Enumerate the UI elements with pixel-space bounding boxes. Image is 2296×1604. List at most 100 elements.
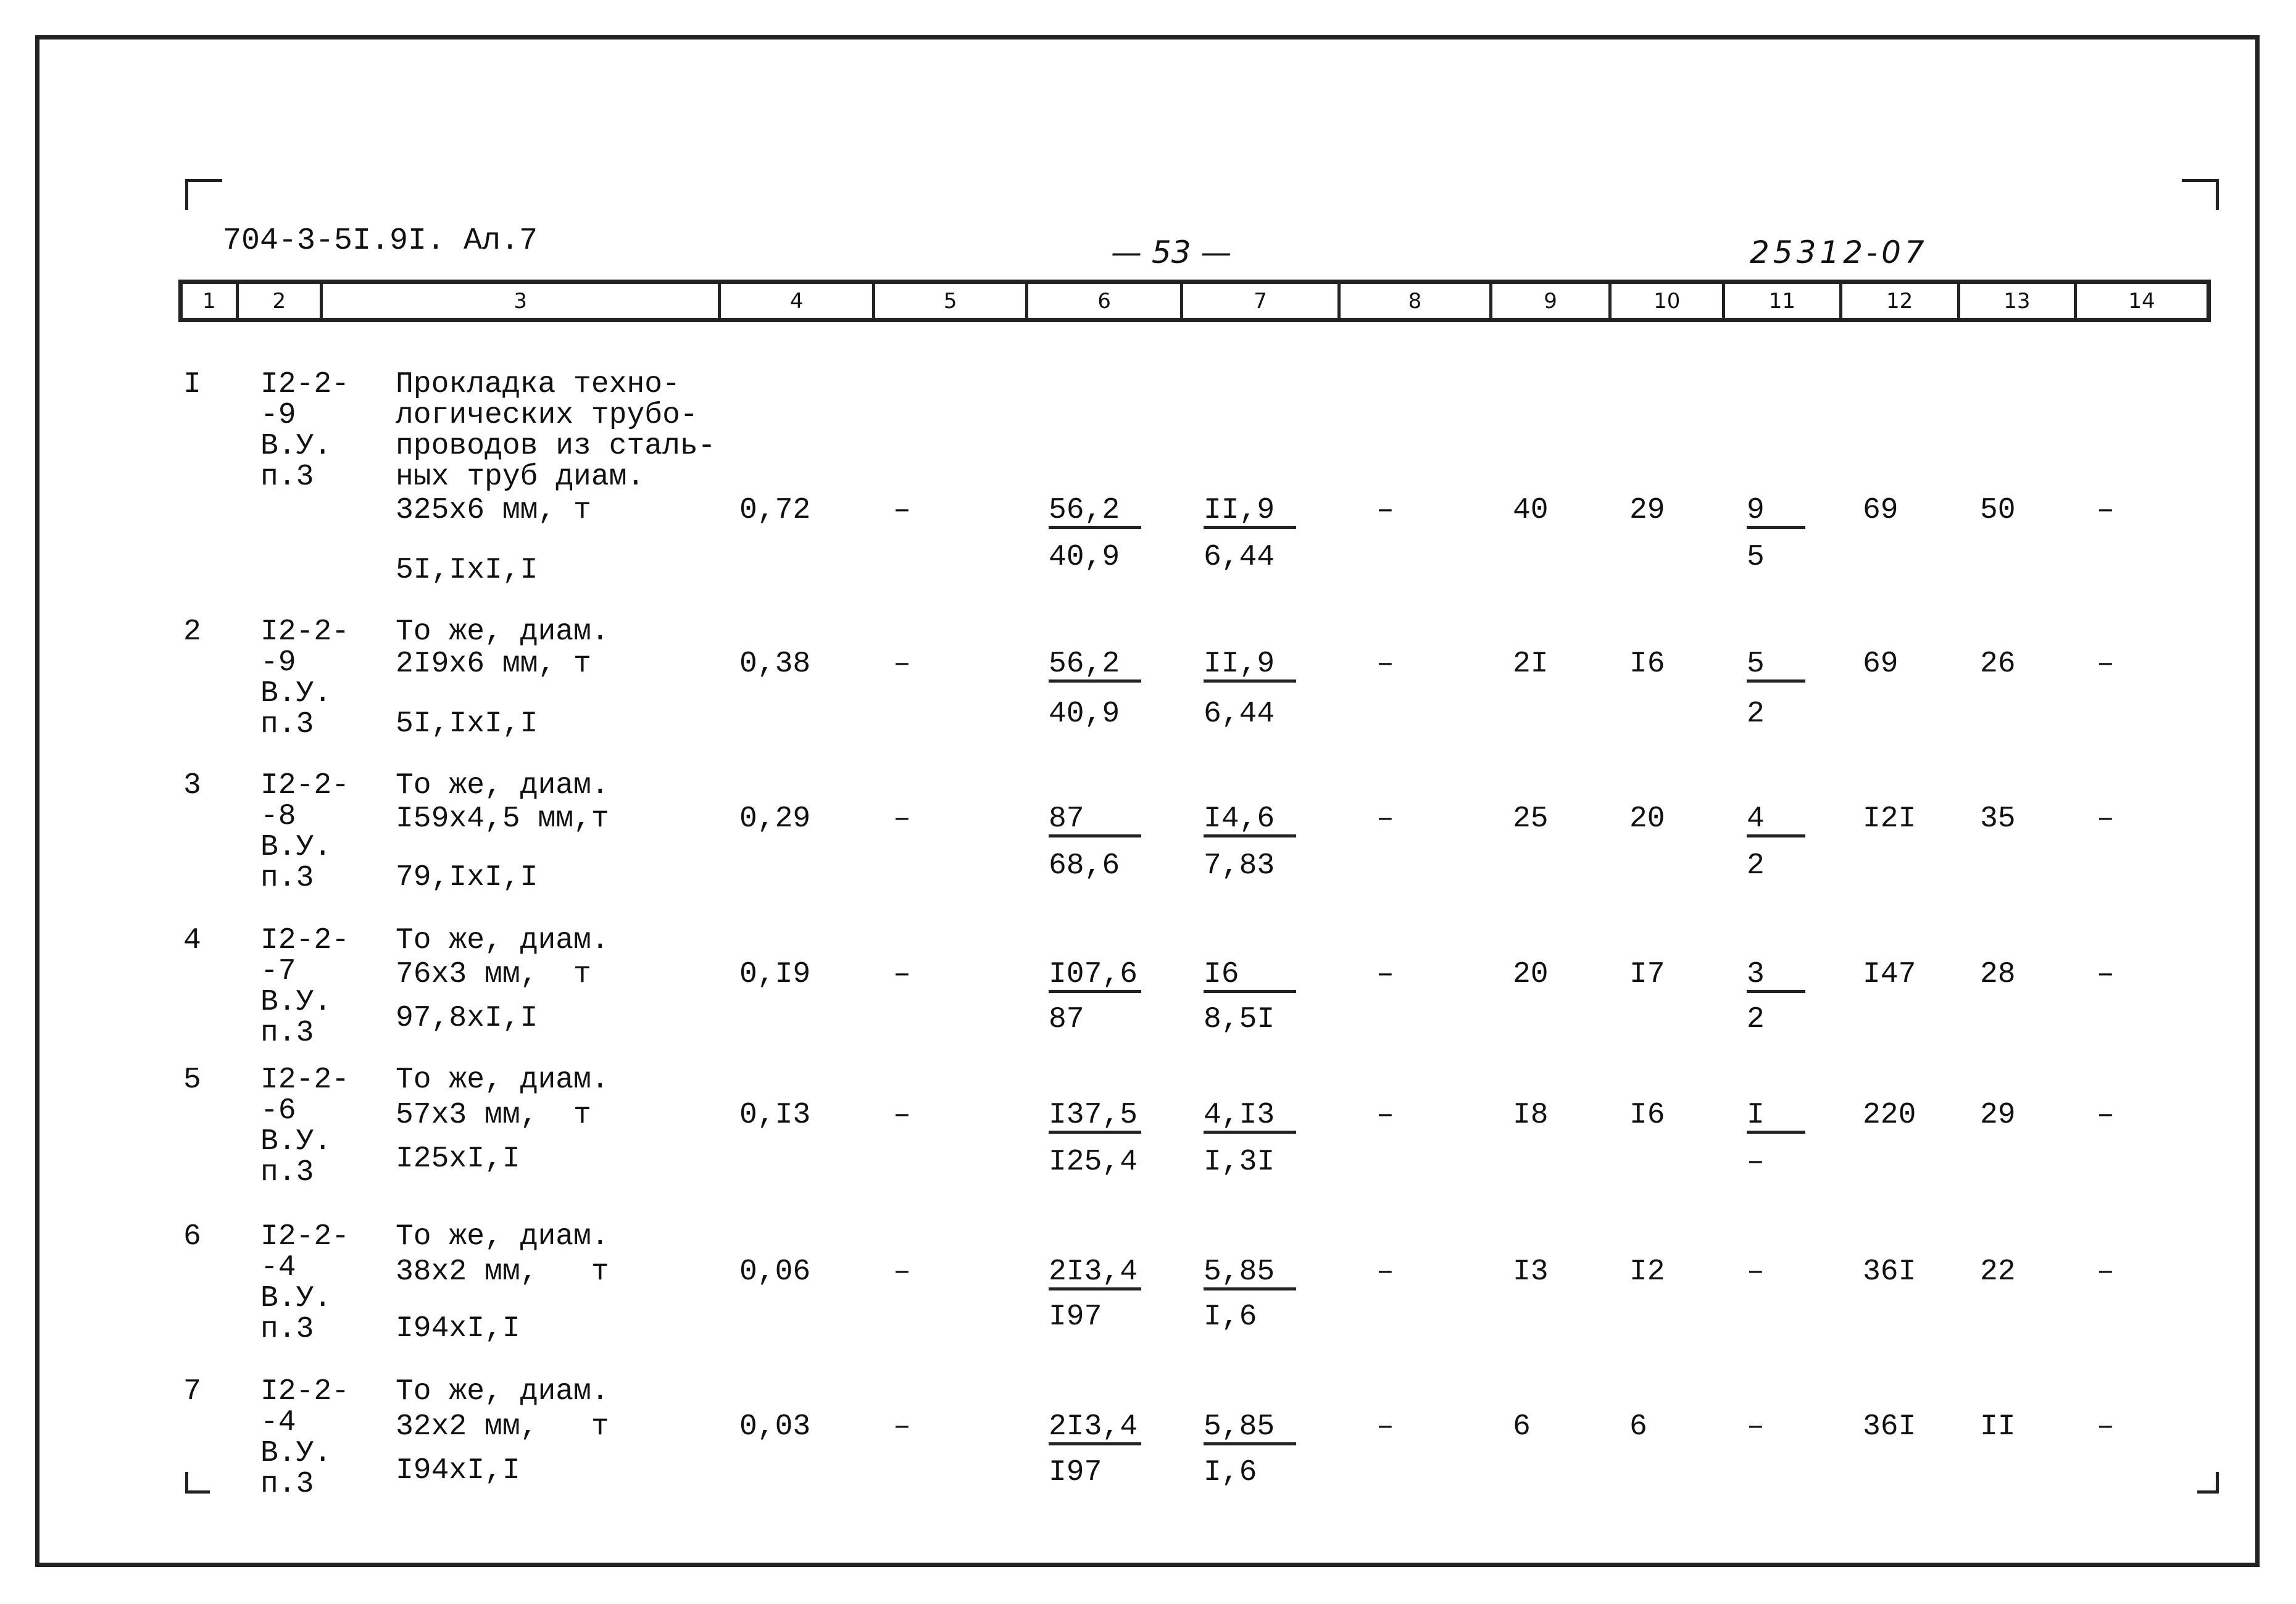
col6-bottom: I97 — [1049, 1456, 1102, 1489]
corner-mark-bottom-right — [2197, 1472, 2219, 1494]
col4-value: 0,29 — [739, 802, 811, 836]
description-line-cell: 38x2 мм, т — [396, 1257, 609, 1287]
description-line: То же, диам. — [396, 1375, 609, 1408]
col8-value-cell: – — [1376, 649, 1394, 679]
col5-value: – — [893, 647, 911, 681]
col12-value-cell: 220 — [1863, 1100, 1916, 1131]
col7-bottom: 6,44 — [1204, 697, 1275, 731]
col7-top: 4,I3 — [1204, 1100, 1296, 1134]
col4-value-cell: 0,06 — [739, 1257, 810, 1287]
page-border — [35, 35, 2260, 1567]
description-line: проводов из сталь- — [396, 430, 716, 463]
row-number: 4 — [183, 924, 201, 957]
col7-bottom-cell: I,3I — [1204, 1147, 1275, 1178]
description-line-cell: 2I9x6 мм, т — [396, 649, 591, 679]
row-number-cell: 2 — [183, 617, 201, 647]
description-line-cell: 325x6 мм, т — [396, 495, 591, 526]
col5-value: – — [893, 802, 911, 836]
col13-value: 35 — [1980, 802, 2016, 836]
col9-value: I8 — [1513, 1099, 1549, 1132]
col7-top: I4,6 — [1204, 804, 1296, 837]
col13-value-cell: 28 — [1980, 959, 2016, 990]
row-number-cell: 3 — [183, 770, 201, 801]
col6-top-cell: 56,2 — [1049, 649, 1141, 683]
col9-value-cell: I8 — [1513, 1100, 1549, 1131]
column-number-13: 13 — [1960, 284, 2077, 318]
col11-top-cell: 4 — [1747, 804, 1805, 837]
norm-code-line-cell: -9 — [260, 647, 296, 678]
col8-value: – — [1376, 802, 1394, 836]
corner-mark-top-right — [2182, 179, 2219, 210]
document-code: 704-3-5I.9I. Ал.7 — [223, 223, 538, 259]
norm-code-line-cell: I2-2- — [260, 617, 349, 647]
col7-bottom-cell: I,6 — [1204, 1302, 1257, 1332]
col7-top-cell: I6 — [1204, 959, 1296, 993]
col11-value-cell: – — [1747, 1411, 1765, 1442]
col6-bottom: 87 — [1049, 1003, 1084, 1036]
norm-code-line: В.У. — [260, 677, 332, 710]
norm-code-line: I2-2- — [260, 924, 350, 957]
col13-value: 50 — [1980, 494, 2016, 527]
norm-code-line: п.3 — [260, 1016, 314, 1050]
norm-code-line: -9 — [260, 399, 296, 432]
col6-bottom-cell: I97 — [1049, 1457, 1102, 1488]
col11-top: I — [1747, 1100, 1805, 1134]
norm-code-line-cell: -7 — [260, 956, 296, 987]
col4-value-cell: 0,I3 — [739, 1100, 810, 1131]
column-number-9: 9 — [1492, 284, 1612, 318]
col14-value-cell: – — [2097, 1257, 2115, 1287]
norm-code-line: В.У. — [260, 430, 332, 463]
col7-bottom: I,3I — [1204, 1145, 1275, 1179]
column-number-8: 8 — [1341, 284, 1492, 318]
column-number-12: 12 — [1842, 284, 1960, 318]
col12-value: 220 — [1863, 1099, 1916, 1132]
description-line-cell: То же, диам. — [396, 1065, 609, 1095]
norm-code-line-cell: I2-2- — [260, 1221, 349, 1252]
col11-top: 3 — [1747, 959, 1805, 993]
col9-value: 40 — [1513, 494, 1549, 527]
col7-top-cell: I4,6 — [1204, 804, 1296, 837]
col11-top: 5 — [1747, 649, 1805, 683]
col12-value-cell: I47 — [1863, 959, 1916, 990]
norm-code-line-cell: -4 — [260, 1407, 296, 1438]
col11-top-cell: I — [1747, 1100, 1805, 1134]
column-number-header: 1 2 3 4 5 6 7 8 9 10 11 12 13 14 — [178, 280, 2211, 322]
column-number-1: 1 — [183, 284, 239, 318]
col12-value: I47 — [1863, 958, 1916, 991]
row-number: 7 — [183, 1375, 201, 1408]
description-line-cell: То же, диам. — [396, 770, 609, 801]
calculation: I94xI,I — [396, 1312, 520, 1345]
col9-value-cell: I3 — [1513, 1257, 1549, 1287]
norm-code-line-cell: п.3 — [260, 1469, 314, 1500]
norm-code-line: п.3 — [260, 1468, 314, 1501]
col8-value-cell: – — [1376, 1411, 1394, 1442]
col11-value: – — [1747, 1410, 1765, 1444]
col9-value-cell: 6 — [1513, 1411, 1531, 1442]
col10-value-cell: I6 — [1629, 1100, 1665, 1131]
col12-value: 36I — [1863, 1255, 1916, 1289]
description-line: 76x3 мм, т — [396, 958, 591, 991]
column-number-2: 2 — [239, 284, 323, 318]
col8-value-cell: – — [1376, 959, 1394, 990]
col12-value: 69 — [1863, 494, 1899, 527]
norm-code-line-cell: В.У. — [260, 987, 331, 1018]
col7-top-cell: 5,85 — [1204, 1411, 1296, 1445]
col4-value: 0,06 — [739, 1255, 811, 1289]
row-number-cell: 5 — [183, 1065, 201, 1095]
col14-value-cell: – — [2097, 649, 2115, 679]
col7-top-cell: 5,85 — [1204, 1257, 1296, 1290]
norm-code-line: -4 — [260, 1406, 296, 1439]
description-line: То же, диам. — [396, 615, 609, 649]
col9-value: 20 — [1513, 958, 1549, 991]
col4-value: 0,03 — [739, 1410, 811, 1444]
col5-value-cell: – — [893, 495, 911, 526]
col11-value-cell: – — [1747, 1257, 1765, 1287]
col7-bottom-cell: 8,5I — [1204, 1004, 1275, 1035]
calculation-cell: I94xI,I — [396, 1455, 520, 1486]
col7-top-cell: 4,I3 — [1204, 1100, 1296, 1134]
description-line-cell: То же, диам. — [396, 925, 609, 956]
description-line: 32x2 мм, т — [396, 1410, 609, 1444]
norm-code-line: п.3 — [260, 1156, 314, 1189]
col11-bottom: 5 — [1747, 541, 1765, 574]
col5-value: – — [893, 1099, 911, 1132]
